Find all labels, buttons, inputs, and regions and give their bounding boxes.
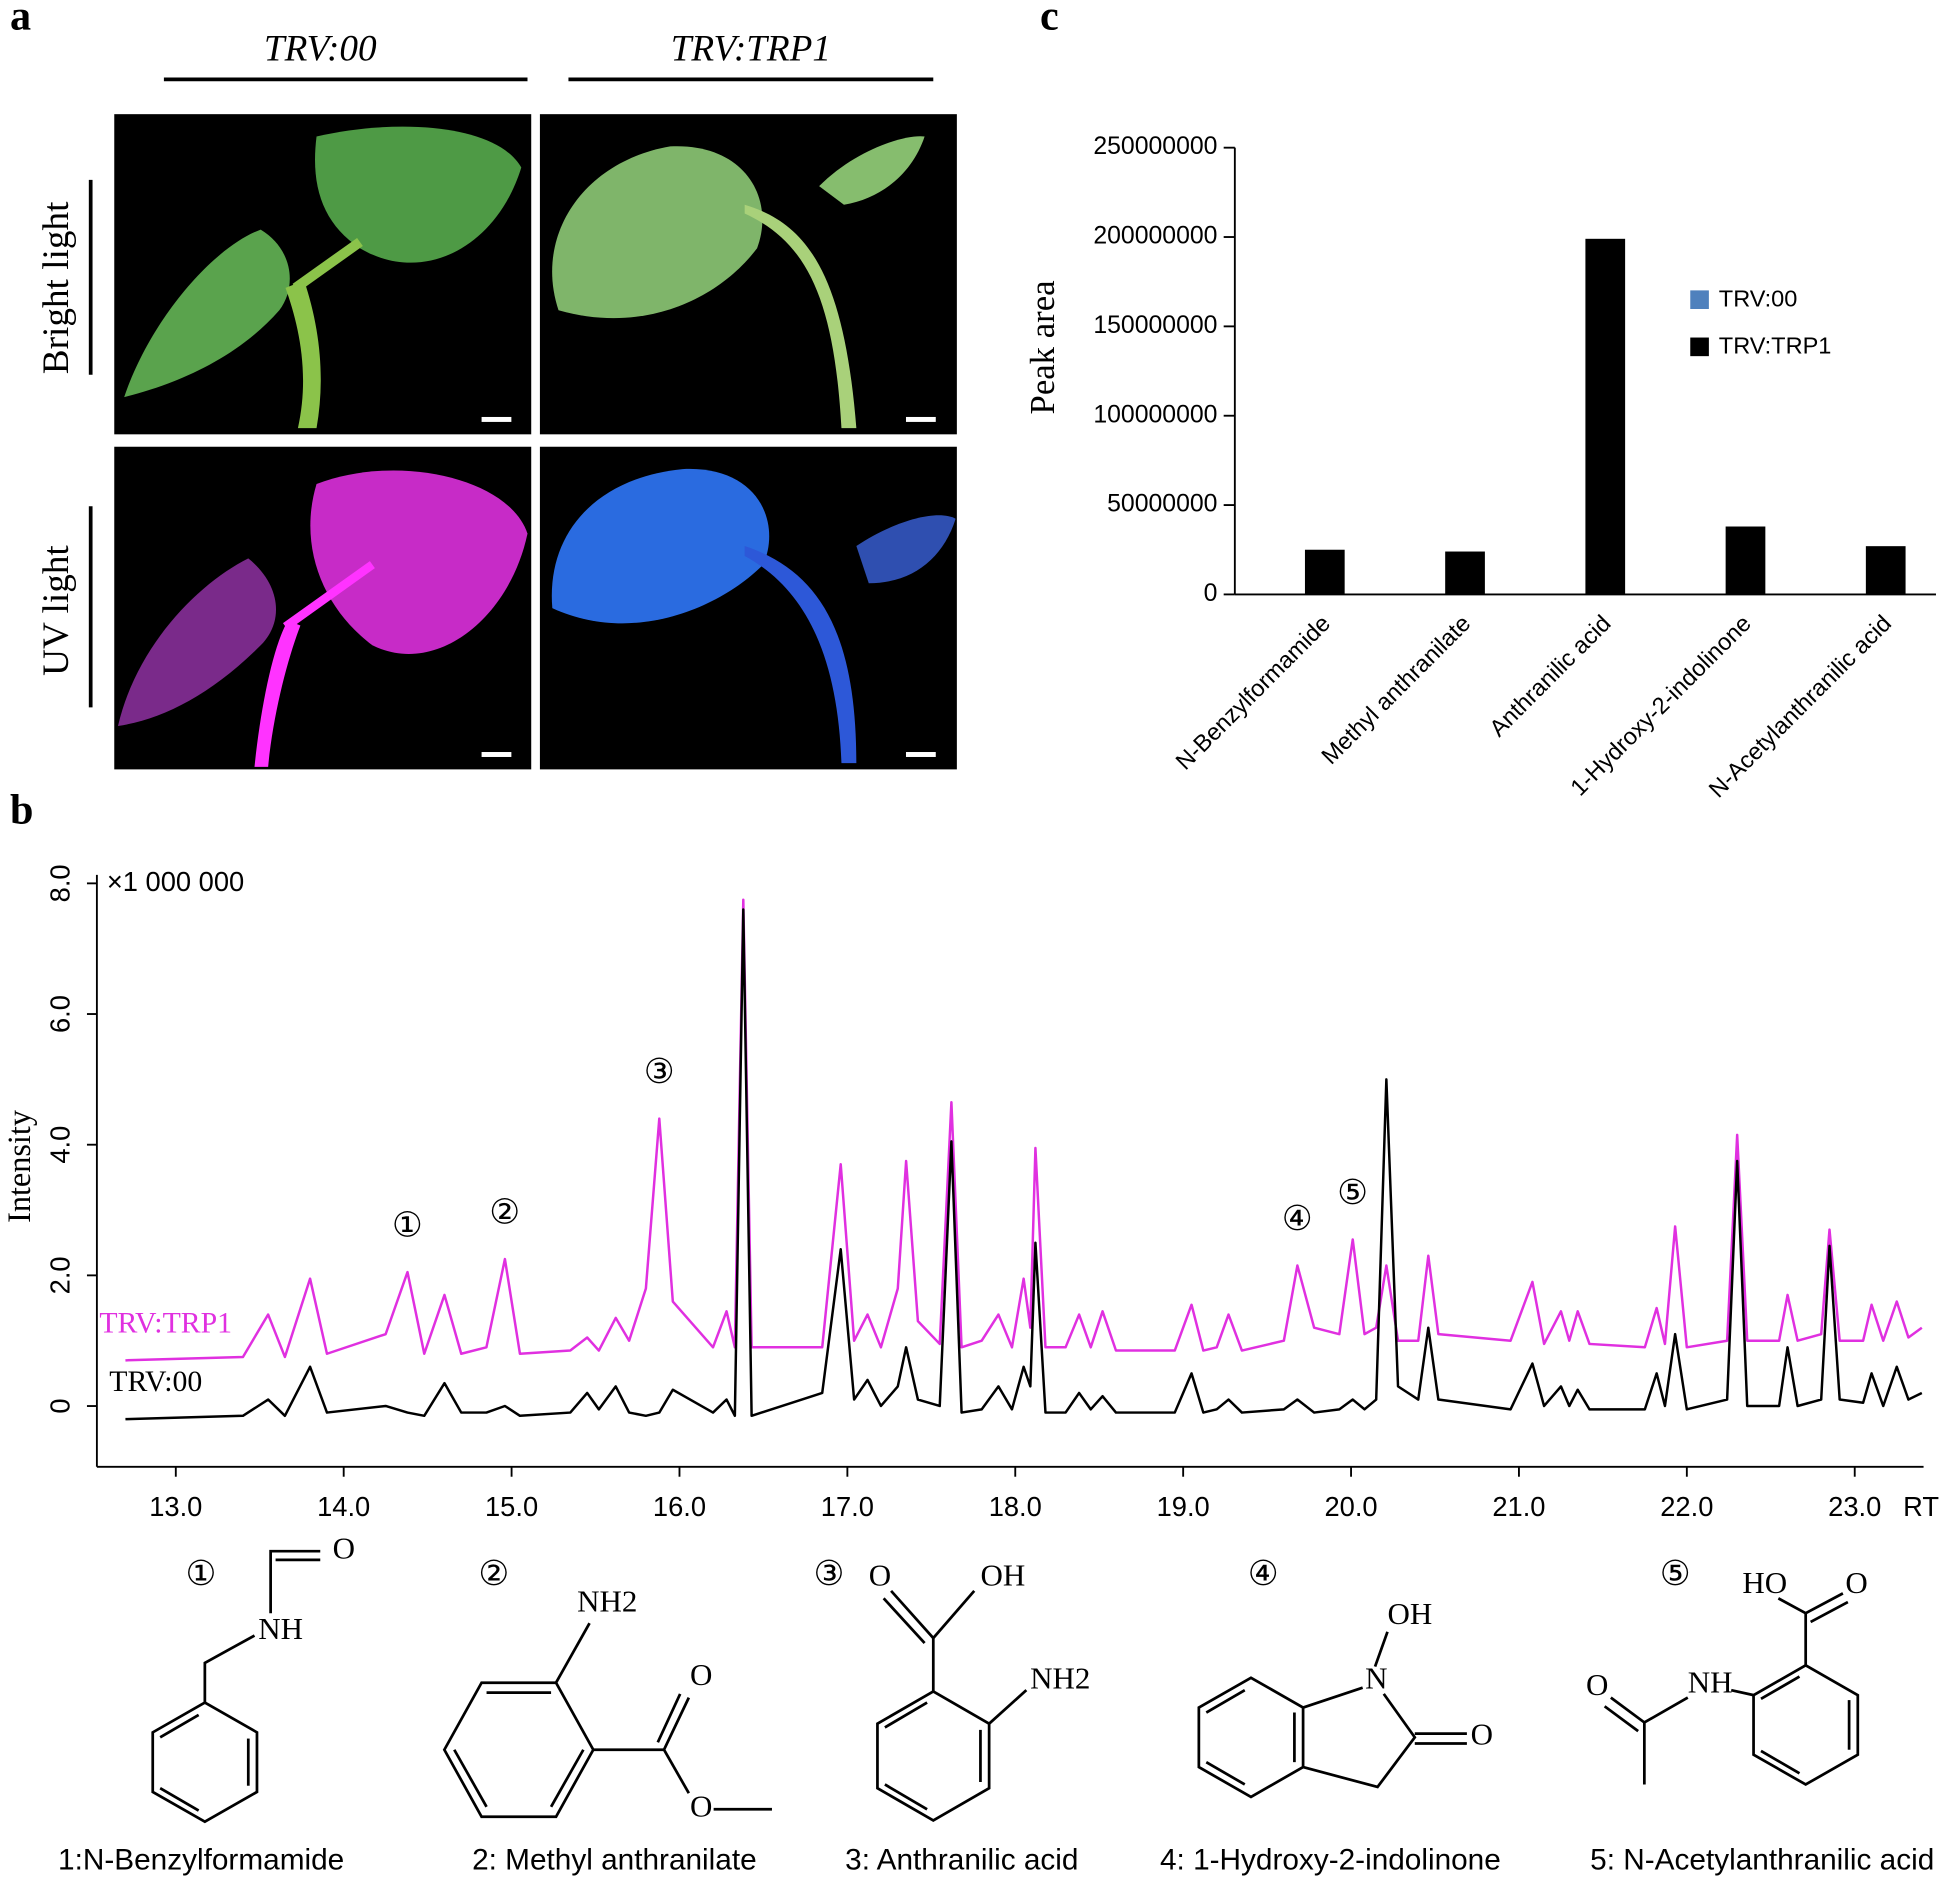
structure-number: ② [478, 1555, 509, 1593]
y-axis-label: Intensity [1, 1110, 37, 1223]
peak-annotation: ① [392, 1207, 423, 1245]
y-tick-label: 50000000 [1107, 491, 1217, 518]
structure: ⑤ HO O NH O 5: N-Acetylanthranilic acid [1586, 1555, 1934, 1876]
x-tick-label: Anthranilic acid [1484, 610, 1615, 741]
column-label: TRV:00 [264, 29, 377, 70]
x-axis-label: RT [1903, 1491, 1939, 1522]
structure: ② NH2 O O 2: Methyl anthranilate [442, 1555, 772, 1876]
structure-number: ③ [813, 1555, 844, 1593]
structure: ③ O OH NH2 3: Anthranilic acid [813, 1555, 1090, 1876]
y-tick-label: 100000000 [1093, 401, 1217, 428]
atom-label: OH [980, 1558, 1025, 1593]
photo [539, 114, 957, 435]
x-tick-label: 18.0 [989, 1491, 1042, 1522]
bar [1304, 549, 1345, 595]
bar [1865, 546, 1906, 595]
y-tick-label: 0 [44, 1398, 75, 1413]
structure-number: ④ [1248, 1555, 1279, 1593]
x-tick-label: 16.0 [653, 1491, 706, 1522]
peak-annotation: ⑤ [1337, 1174, 1368, 1212]
series-label: TRV:TRP1 [99, 1306, 232, 1339]
panel-label: a [10, 0, 31, 40]
x-tick-label: Methyl anthranilate [1316, 610, 1475, 769]
x-tick-label: 13.0 [149, 1491, 202, 1522]
column-label: TRV:TRP1 [671, 29, 831, 70]
atom-label: O [1471, 1716, 1493, 1751]
y-tick-label: 0 [1204, 580, 1218, 607]
y-axis-label: Peak area [1023, 280, 1062, 414]
structure-caption: 2: Methyl anthranilate [472, 1843, 757, 1876]
y-multiplier: ×1 000 000 [107, 866, 244, 897]
trace [125, 898, 1923, 1362]
row-label: UV light [36, 545, 77, 676]
photo [114, 114, 532, 435]
legend-label: TRV:00 [1719, 286, 1798, 312]
series-label: TRV:00 [109, 1365, 202, 1398]
bar [1445, 551, 1485, 595]
y-tick-label: 2.0 [44, 1256, 75, 1294]
peak-annotation: ③ [644, 1053, 675, 1091]
peak-annotation: ④ [1282, 1200, 1313, 1238]
x-tick-label: 21.0 [1492, 1491, 1545, 1522]
x-tick-label: 17.0 [821, 1491, 874, 1522]
atom-label: NH [258, 1611, 303, 1646]
atom-label: HO [1742, 1565, 1787, 1600]
panel-label: c [1040, 0, 1059, 40]
x-tick-label: 23.0 [1828, 1491, 1881, 1522]
y-tick-label: 150000000 [1093, 312, 1217, 339]
x-tick-label: N-Benzylformamide [1171, 610, 1336, 775]
panel-label: b [10, 787, 33, 834]
x-tick-label: 22.0 [1660, 1491, 1713, 1522]
x-tick-label: 15.0 [485, 1491, 538, 1522]
atom-label: NH [1688, 1664, 1733, 1699]
atom-label: OH [1387, 1596, 1432, 1631]
bar [1585, 238, 1626, 595]
y-tick-label: 200000000 [1093, 223, 1217, 250]
structure: ④ OH N O 4: 1-Hydroxy-2-indolinone [1160, 1555, 1501, 1876]
legend-swatch [1690, 337, 1709, 357]
atom-label: O [690, 1788, 712, 1823]
legend-label: TRV:TRP1 [1719, 333, 1832, 359]
photo [114, 446, 532, 770]
atom-label: O [333, 1530, 355, 1565]
x-tick-label: 19.0 [1157, 1491, 1210, 1522]
y-tick-label: 250000000 [1093, 133, 1217, 160]
atom-label: O [1586, 1667, 1608, 1702]
photo [539, 446, 957, 770]
atom-label: O [869, 1558, 891, 1593]
x-tick-label: 20.0 [1324, 1491, 1377, 1522]
row-label: Bright light [36, 201, 77, 374]
structure-caption: 3: Anthranilic acid [845, 1843, 1078, 1876]
y-tick-label: 8.0 [44, 864, 75, 902]
trace [125, 908, 1923, 1421]
bar [1725, 526, 1766, 595]
structure-number: ⑤ [1660, 1555, 1691, 1593]
atom-label: NH2 [1030, 1661, 1090, 1696]
structure-caption: 4: 1-Hydroxy-2-indolinone [1160, 1843, 1501, 1876]
atom-label: N [1365, 1661, 1387, 1696]
structure-caption: 5: N-Acetylanthranilic acid [1590, 1843, 1934, 1876]
structure-caption: 1:N-Benzylformamide [58, 1843, 344, 1876]
y-tick-label: 4.0 [44, 1126, 75, 1164]
atom-label: O [690, 1657, 712, 1692]
y-tick-label: 6.0 [44, 995, 75, 1033]
legend-swatch [1690, 290, 1709, 309]
atom-label: NH2 [577, 1584, 637, 1619]
peak-annotation: ② [489, 1194, 520, 1232]
structure-number: ① [186, 1555, 217, 1593]
structure: ① O NH 1:N-Benzylformamide [58, 1530, 355, 1876]
x-tick-label: 14.0 [317, 1491, 370, 1522]
atom-label: O [1845, 1565, 1867, 1600]
